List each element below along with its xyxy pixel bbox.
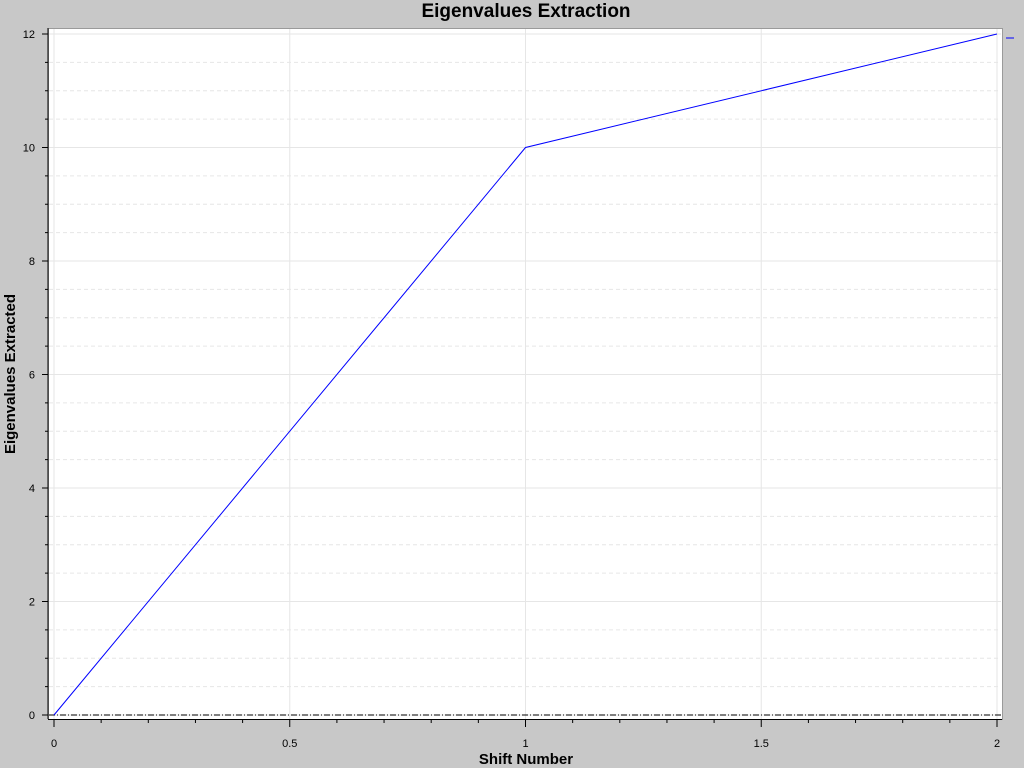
y-tick-label: 12	[23, 29, 35, 41]
axes: 0 2 4 6 8 10 12 0 0.5 1 1.5 2	[23, 28, 1002, 750]
y-tick-label: 0	[29, 710, 35, 722]
y-tick-label: 6	[29, 370, 35, 382]
series-layer	[53, 33, 998, 716]
y-tick-label: 8	[29, 256, 35, 268]
y-tick-label: 10	[23, 143, 35, 155]
x-tick-label: 0.5	[282, 738, 297, 750]
x-axis-title: Shift Number	[479, 751, 573, 768]
x-tick-label: 2	[994, 738, 1000, 750]
x-tick-label: 1	[522, 738, 528, 750]
series-line	[53, 33, 998, 716]
x-tick-label: 1.5	[754, 738, 769, 750]
chart-title: Eigenvalues Extraction	[421, 1, 631, 22]
y-tick-label: 2	[29, 597, 35, 609]
y-tick-label: 4	[29, 483, 35, 495]
y-axis-title: Eigenvalues Extracted	[2, 294, 19, 454]
x-tick-label: 0	[51, 738, 57, 750]
